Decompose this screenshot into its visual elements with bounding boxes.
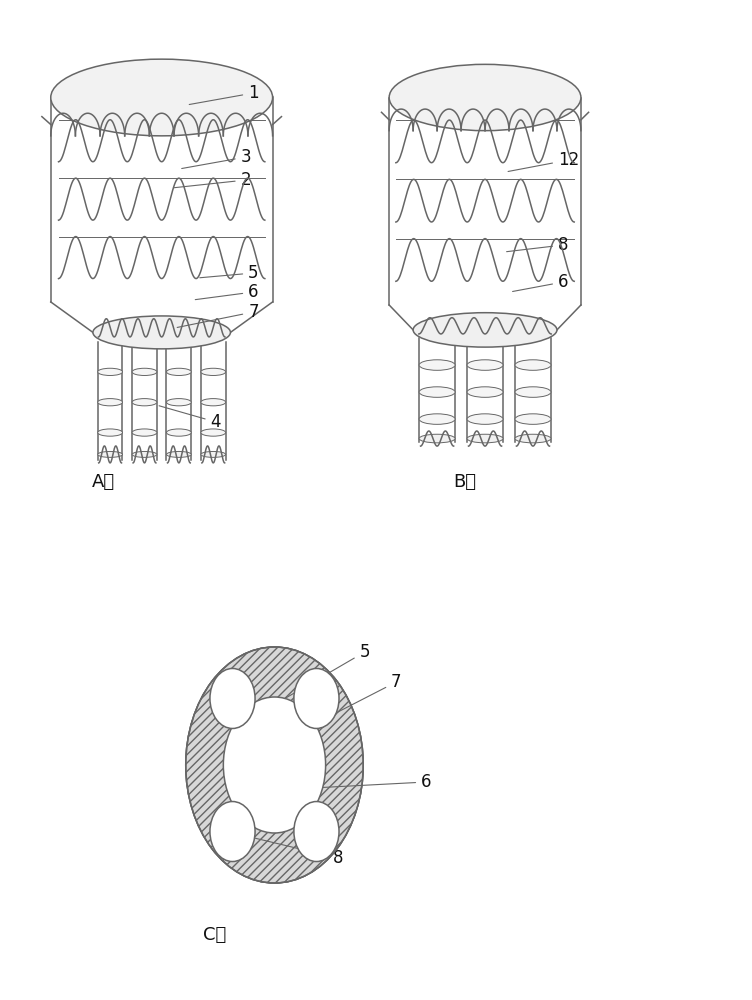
Ellipse shape xyxy=(515,434,551,443)
Ellipse shape xyxy=(98,451,123,457)
Ellipse shape xyxy=(515,414,551,424)
Ellipse shape xyxy=(132,368,157,375)
Circle shape xyxy=(223,697,326,833)
Ellipse shape xyxy=(132,399,157,406)
Circle shape xyxy=(294,668,339,728)
Text: 8: 8 xyxy=(507,236,569,254)
Ellipse shape xyxy=(132,429,157,436)
Ellipse shape xyxy=(201,451,226,457)
Ellipse shape xyxy=(201,429,226,436)
Circle shape xyxy=(186,647,363,883)
Circle shape xyxy=(210,802,255,862)
Text: 4: 4 xyxy=(159,406,221,431)
Ellipse shape xyxy=(132,451,157,457)
Ellipse shape xyxy=(98,368,123,375)
Ellipse shape xyxy=(166,451,191,457)
Text: 7: 7 xyxy=(290,673,402,737)
Ellipse shape xyxy=(419,434,455,443)
Text: 8: 8 xyxy=(232,833,343,867)
Text: 1: 1 xyxy=(190,84,259,105)
Circle shape xyxy=(186,647,363,883)
Ellipse shape xyxy=(419,387,455,397)
Ellipse shape xyxy=(467,434,503,443)
Text: B图: B图 xyxy=(453,473,476,491)
Ellipse shape xyxy=(51,59,273,136)
Text: 6: 6 xyxy=(196,283,259,301)
Ellipse shape xyxy=(93,316,230,349)
Text: 5: 5 xyxy=(200,264,259,282)
Ellipse shape xyxy=(467,387,503,397)
Ellipse shape xyxy=(515,360,551,370)
Ellipse shape xyxy=(467,360,503,370)
Circle shape xyxy=(210,668,255,728)
Text: 6: 6 xyxy=(315,773,432,791)
Ellipse shape xyxy=(98,399,123,406)
Text: 12: 12 xyxy=(508,151,579,171)
Text: A图: A图 xyxy=(92,473,115,491)
Ellipse shape xyxy=(166,368,191,375)
Text: 6: 6 xyxy=(513,273,569,291)
Ellipse shape xyxy=(467,414,503,424)
Ellipse shape xyxy=(166,399,191,406)
Ellipse shape xyxy=(413,313,557,347)
Ellipse shape xyxy=(515,387,551,397)
Ellipse shape xyxy=(419,360,455,370)
Ellipse shape xyxy=(390,64,581,131)
Ellipse shape xyxy=(166,429,191,436)
Ellipse shape xyxy=(201,399,226,406)
Ellipse shape xyxy=(419,414,455,424)
Text: 7: 7 xyxy=(177,303,259,327)
Circle shape xyxy=(294,802,339,862)
Text: 3: 3 xyxy=(182,148,251,169)
Text: 5: 5 xyxy=(264,643,370,711)
Ellipse shape xyxy=(98,429,123,436)
Text: 2: 2 xyxy=(174,171,251,189)
Ellipse shape xyxy=(201,368,226,375)
Text: C图: C图 xyxy=(203,926,226,944)
